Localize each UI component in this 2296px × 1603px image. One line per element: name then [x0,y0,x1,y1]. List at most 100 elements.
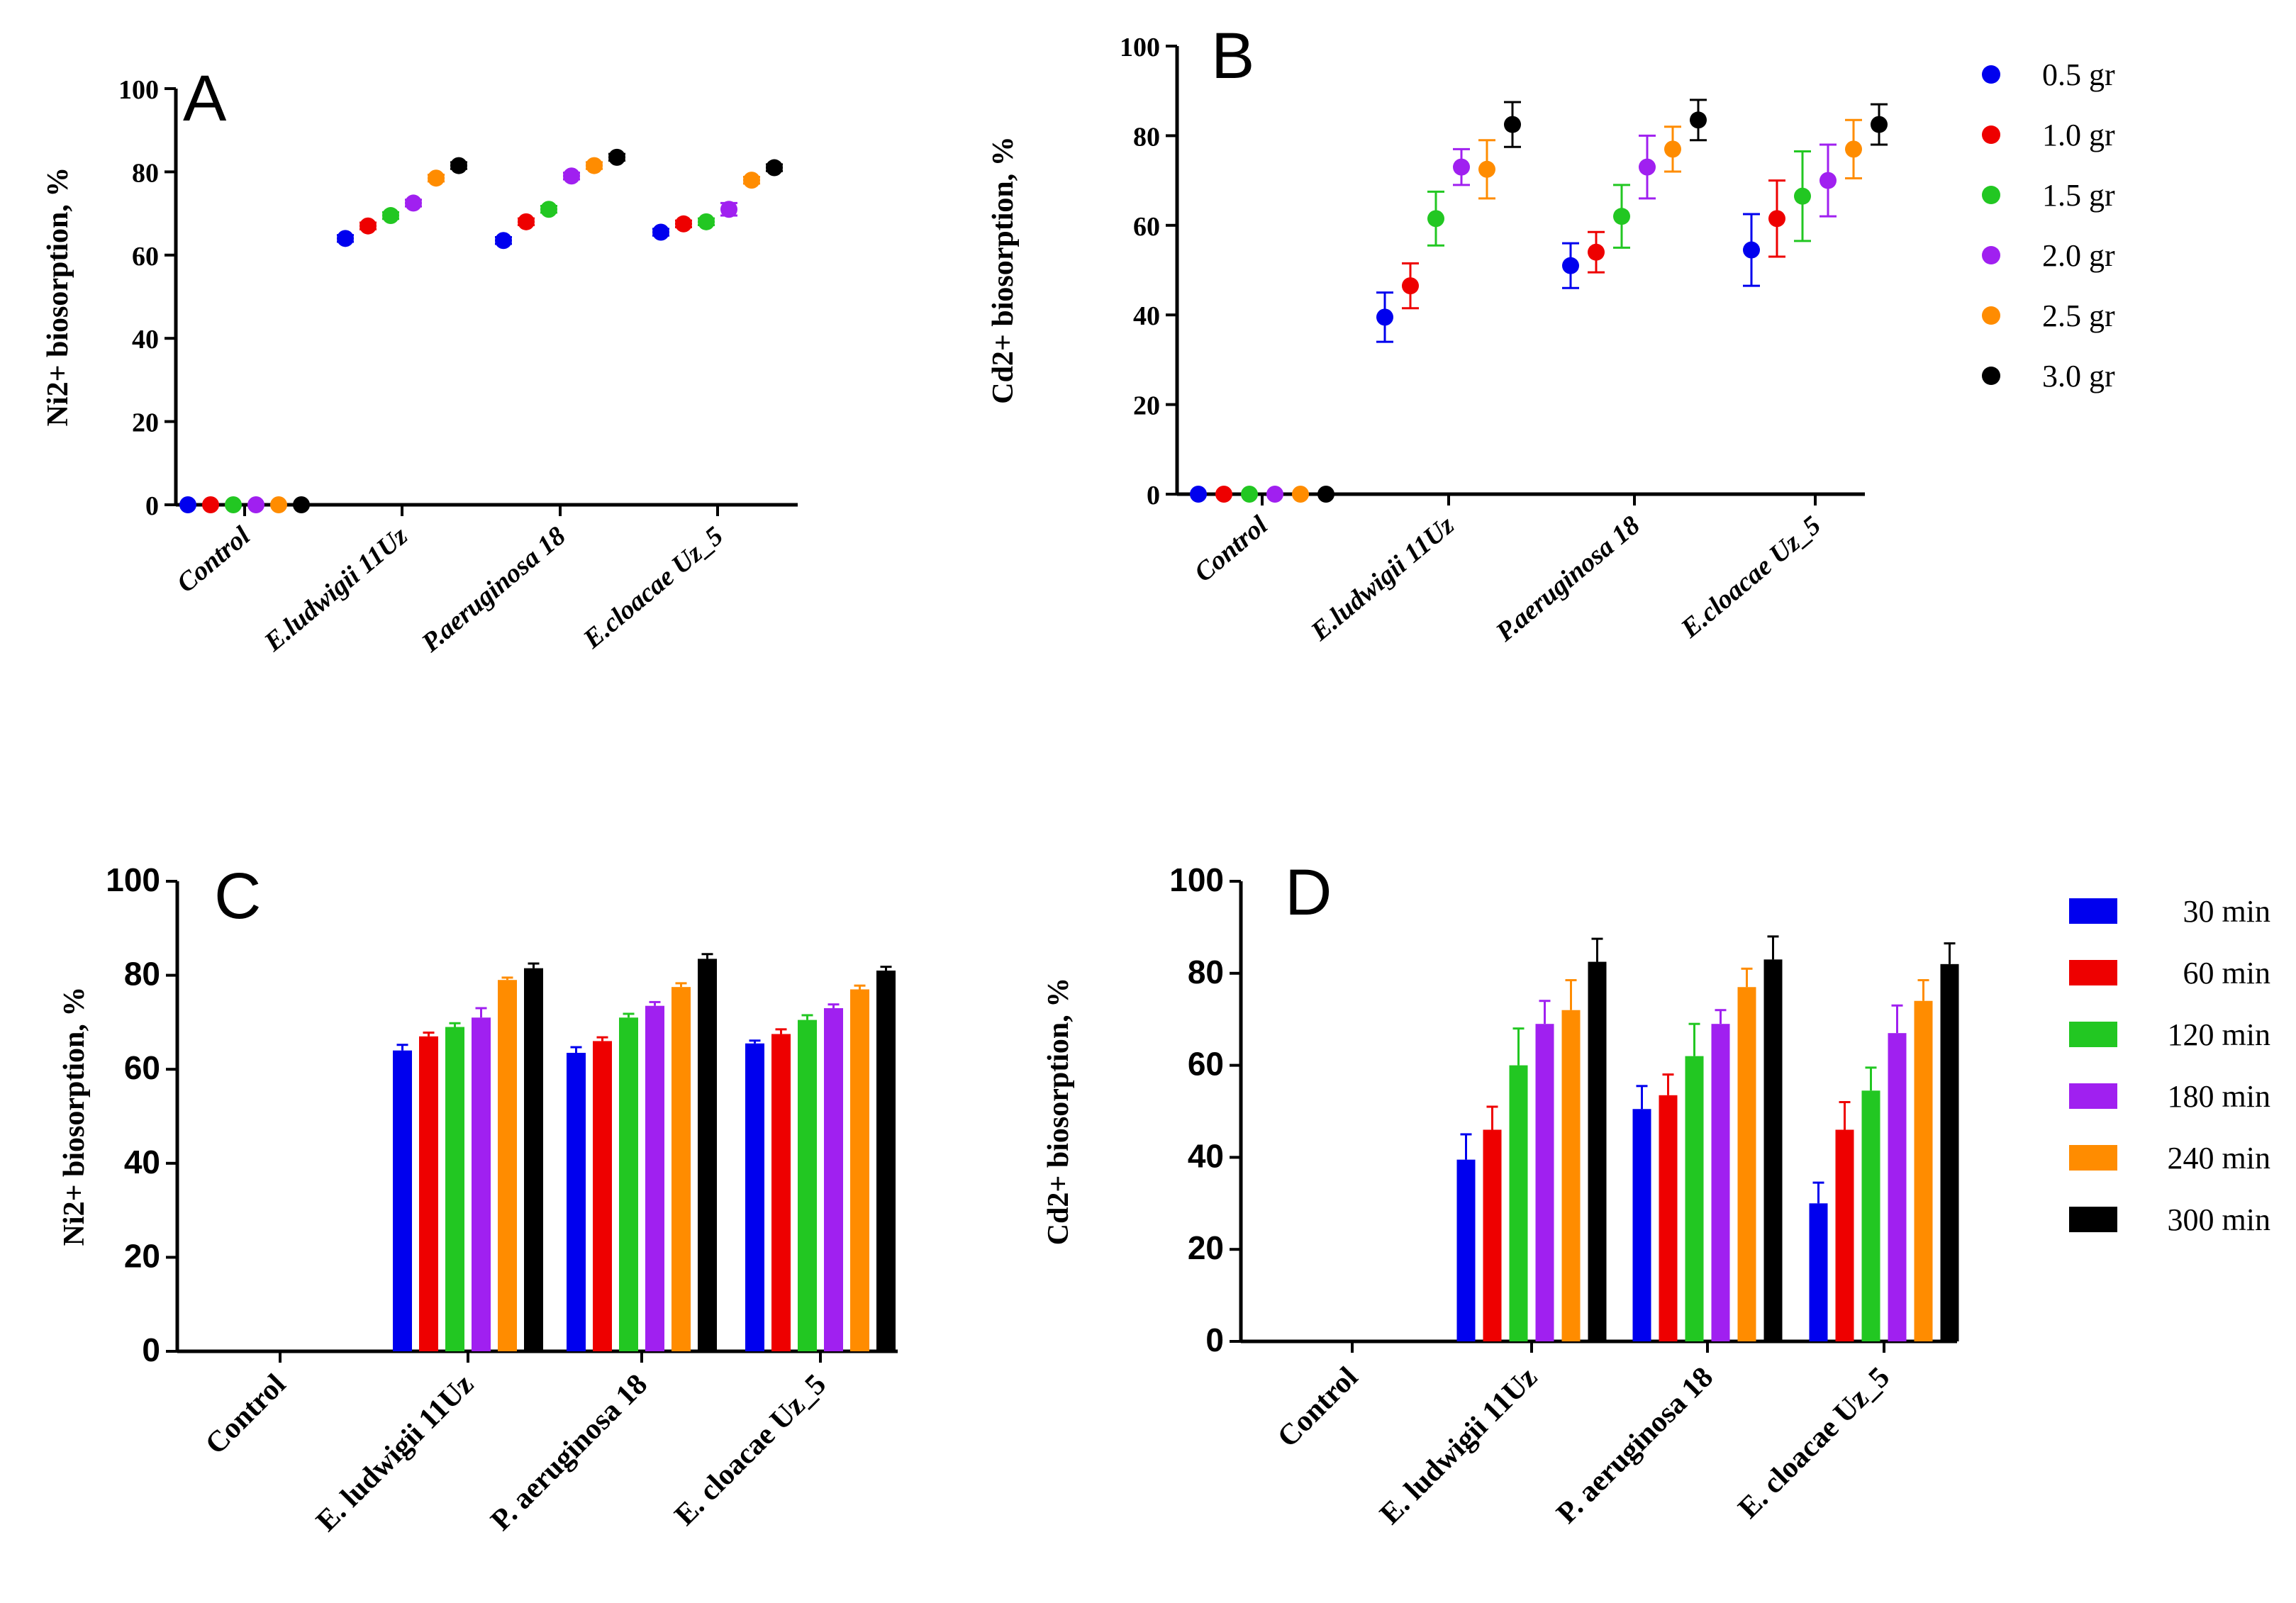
legend-swatch [2069,1145,2117,1171]
bar [1588,961,1607,1341]
data-point [1266,486,1283,503]
bar [1632,1109,1651,1341]
bar [1835,1129,1854,1341]
data-point [270,496,287,513]
data-point [743,172,760,189]
data-point [1504,116,1521,133]
bar [1914,1000,1933,1341]
y-tick-label: 80 [1188,954,1224,990]
bar [698,959,717,1351]
bar [771,1034,791,1351]
data-point [247,496,264,513]
legend-swatch [2069,960,2117,985]
x-tick-label: Control [1271,1361,1364,1454]
bar [645,1005,664,1351]
bar [445,1027,464,1351]
data-point [337,230,354,247]
panel-letter: D [1285,856,1332,929]
x-tick-label: Control [1189,510,1274,588]
legend-label: 1.5 gr [2042,178,2115,213]
y-tick-label: 0 [1205,1322,1224,1358]
y-tick-label: 100 [118,75,159,105]
bar [824,1008,843,1351]
legend-swatch [2069,1207,2117,1232]
data-point [1562,257,1579,274]
x-tick-label: Control [199,1368,292,1461]
data-point [1845,140,1862,158]
data-point [382,207,399,225]
legend-label: 3.0 gr [2042,359,2115,393]
data-point [766,159,783,177]
bar [1483,1129,1502,1341]
bar [1685,1056,1704,1341]
data-point [202,496,219,513]
y-tick-label: 80 [132,158,159,188]
bar [745,1043,764,1351]
data-point [360,217,377,235]
y-tick-label: 40 [1133,301,1160,331]
data-point [1427,210,1444,228]
data-point [405,194,422,212]
legend-label: 0.5 gr [2042,57,2115,92]
data-point [1871,116,1888,133]
bar [1888,1033,1907,1341]
bar [798,1020,817,1351]
legend-swatch [2069,1083,2117,1109]
y-tick-label: 60 [132,242,159,272]
y-tick-label: 0 [1147,481,1160,510]
data-point [1190,486,1207,503]
bar [593,1041,612,1351]
y-axis-label: Cd2+ biosorption, % [1042,978,1075,1246]
y-tick-label: 100 [106,861,160,898]
x-tick-label: P. aeruginosa 18 [485,1368,654,1538]
y-tick-label: 20 [1188,1229,1224,1266]
data-point [675,215,692,233]
bar [876,970,896,1351]
legend-swatch [2069,1022,2117,1047]
data-point [720,201,737,218]
x-tick-label: P.aeruginosa 18 [1490,510,1646,648]
bar [472,1017,491,1351]
legend-marker [1982,367,2000,385]
bar [1711,1024,1730,1341]
data-point [518,213,535,230]
x-tick-label: E.ludwigii 11Uz [258,521,413,658]
data-point [1241,486,1258,503]
y-tick-label: 40 [132,325,159,354]
data-point [1690,111,1707,129]
data-point [698,213,715,230]
panel-letter: B [1211,20,1254,92]
legend-marker [1982,125,2000,144]
y-tick-label: 80 [1133,122,1160,152]
legend-swatch [2069,898,2117,924]
y-tick-label: 80 [124,956,160,993]
y-axis-label: Ni2+ biosorption, % [58,987,91,1246]
data-point [1588,243,1605,261]
legend-label: 2.5 gr [2042,298,2115,333]
legend: 30 min 60 min 120 min 180 min 240 min 300 min [2069,894,2270,1237]
data-point [495,232,512,250]
x-tick-label: E.ludwigii 11Uz [1305,510,1460,647]
y-axis-label: Ni2+ biosorption, % [42,167,74,427]
x-tick-label: Control [172,520,257,598]
data-point [608,148,625,166]
y-tick-label: 20 [1133,391,1160,421]
bar [1561,1010,1581,1341]
data-point [1664,140,1681,158]
bar [498,980,517,1351]
data-point [1639,158,1656,176]
data-point [179,496,196,513]
y-tick-label: 40 [124,1144,160,1180]
bar [1535,1024,1554,1341]
data-point [563,167,580,185]
legend-label: 1.0 gr [2042,118,2115,152]
data-point [293,496,310,513]
y-tick-label: 20 [132,408,159,438]
bar [1809,1203,1828,1341]
legend-label: 2.0 gr [2042,238,2115,273]
legend-label: 30 min [2183,894,2270,929]
panel-letter: C [214,860,261,932]
